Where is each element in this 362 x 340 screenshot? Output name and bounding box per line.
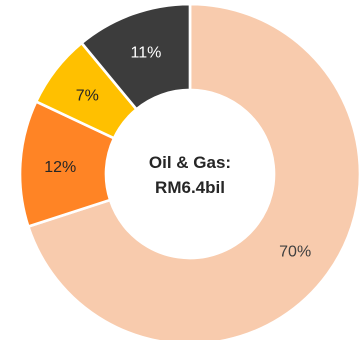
center-title: Oil & Gas: [149,153,231,172]
donut-slices [18,2,362,340]
slice-label-1: 12% [44,159,76,176]
slice-3 [79,2,192,112]
slice-label-2: 7% [76,87,99,104]
slice-labels: 70% 12% 7% 11% [44,45,311,261]
slice-0 [26,2,362,340]
slice-label-0: 70% [279,243,311,260]
center-value: RM6.4bil [155,178,225,197]
slice-label-3: 11% [131,45,162,62]
